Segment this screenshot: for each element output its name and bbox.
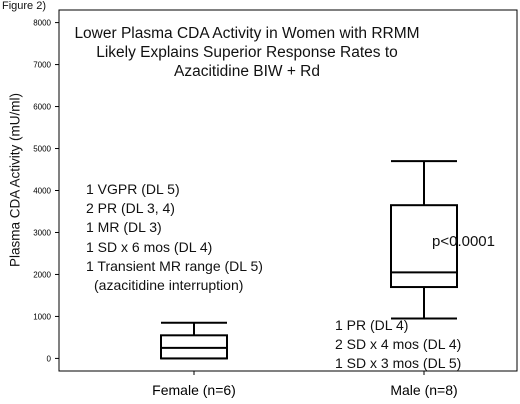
chart-title-line: Likely Explains Superior Response Rates …: [96, 44, 398, 61]
y-tick-label: 3000: [33, 228, 51, 237]
x-tick-label: Male (n=8): [390, 382, 457, 398]
female-response-line: (azacitidine interruption): [94, 277, 244, 294]
female-response-line: 2 PR (DL 3, 4): [86, 200, 175, 217]
iqr-box: [160, 334, 228, 360]
y-tick-label: 5000: [33, 145, 51, 154]
male-response-line: 2 SD x 4 mos (DL 4): [335, 336, 462, 353]
female-response-line: 1 MR (DL 3): [86, 219, 162, 236]
female-response-line: 1 SD x 6 mos (DL 4): [86, 238, 213, 255]
chart-title-line: Azacitidine BIW + Rd: [173, 63, 321, 80]
male-response-line: 1 SD x 3 mos (DL 5): [335, 355, 462, 372]
x-tick-label: Female (n=6): [152, 382, 236, 398]
chart-title-line: Lower Plasma CDA Activity in Women with …: [74, 25, 420, 42]
chart-title: Lower Plasma CDA Activity in Women with …: [72, 24, 422, 81]
female-response-line: 1 VGPR (DL 5): [86, 181, 180, 197]
y-tick-label: 2000: [33, 270, 51, 279]
y-tick-label: 7000: [33, 61, 51, 70]
y-tick-label: 6000: [33, 103, 51, 112]
male-response-line: 1 PR (DL 4): [335, 317, 409, 333]
female-response-line: 1 Transient MR range (DL 5): [86, 257, 263, 274]
figure-label: Figure 2): [2, 0, 47, 12]
y-tick-label: 8000: [33, 19, 51, 28]
y-tick-label: 4000: [33, 187, 51, 196]
y-tick-label: 0: [47, 354, 52, 363]
male-response-notes: 1 PR (DL 4) 2 SD x 4 mos (DL 4) 1 SD x 3…: [335, 316, 461, 374]
y-tick-label: 1000: [33, 312, 51, 321]
iqr-box: [390, 204, 458, 289]
female-response-notes: 1 VGPR (DL 5) 2 PR (DL 3, 4) 1 MR (DL 3)…: [86, 180, 263, 295]
p-value: p<0.0001: [432, 233, 495, 250]
